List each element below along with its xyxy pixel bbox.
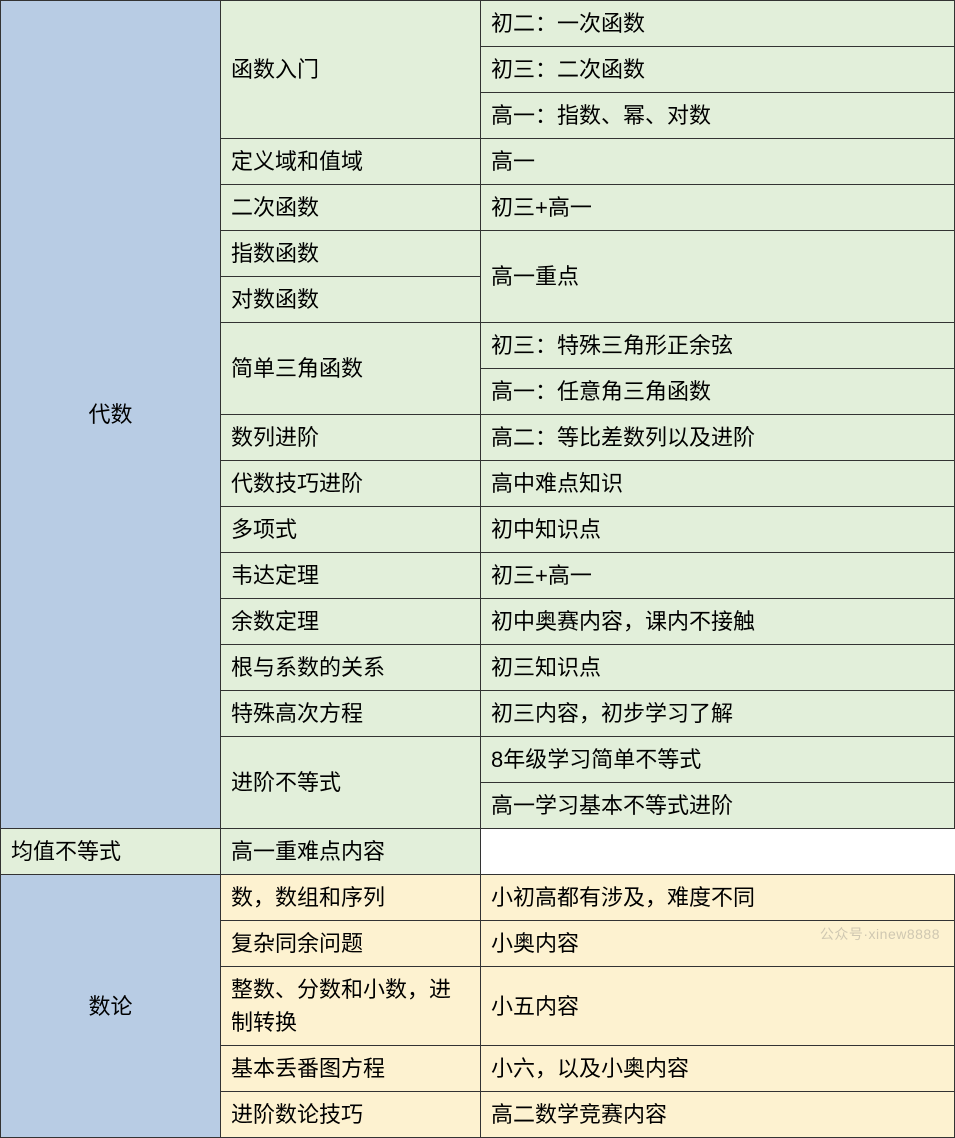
detail-cell: 高一：指数、幂、对数 (481, 93, 955, 139)
topic-cell: 韦达定理 (221, 553, 481, 599)
topic-cell: 进阶不等式 (221, 737, 481, 829)
topic-cell: 函数入门 (221, 1, 481, 139)
detail-cell: 高一学习基本不等式进阶 (481, 783, 955, 829)
topic-cell: 二次函数 (221, 185, 481, 231)
detail-cell: 高中难点知识 (481, 461, 955, 507)
detail-cell: 小六，以及小奥内容 (481, 1046, 955, 1092)
detail-cell: 高二：等比差数列以及进阶 (481, 415, 955, 461)
detail-cell: 初三+高一 (481, 553, 955, 599)
curriculum-table: 代数 函数入门 初二：一次函数 初三：二次函数 高一：指数、幂、对数 定义域和值… (0, 0, 955, 1138)
topic-cell: 对数函数 (221, 277, 481, 323)
topic-cell: 整数、分数和小数，进制转换 (221, 967, 481, 1046)
topic-cell: 复杂同余问题 (221, 921, 481, 967)
detail-cell: 高一重难点内容 (221, 829, 481, 875)
topic-cell: 数，数组和序列 (221, 875, 481, 921)
detail-cell: 初中知识点 (481, 507, 955, 553)
category-algebra: 代数 (1, 1, 221, 829)
topic-cell: 多项式 (221, 507, 481, 553)
detail-cell: 小初高都有涉及，难度不同 (481, 875, 955, 921)
detail-cell: 高一重点 (481, 231, 955, 323)
topic-cell: 代数技巧进阶 (221, 461, 481, 507)
topic-cell: 定义域和值域 (221, 139, 481, 185)
detail-cell: 小五内容 (481, 967, 955, 1046)
detail-cell: 初三：二次函数 (481, 47, 955, 93)
detail-cell: 高一：任意角三角函数 (481, 369, 955, 415)
detail-cell: 高一 (481, 139, 955, 185)
detail-cell: 初中奥赛内容，课内不接触 (481, 599, 955, 645)
topic-cell: 根与系数的关系 (221, 645, 481, 691)
detail-cell: 初三+高一 (481, 185, 955, 231)
topic-cell: 指数函数 (221, 231, 481, 277)
detail-cell: 小奥内容 (481, 921, 955, 967)
topic-cell: 简单三角函数 (221, 323, 481, 415)
detail-cell: 初三知识点 (481, 645, 955, 691)
topic-cell: 进阶数论技巧 (221, 1092, 481, 1138)
category-number-theory: 数论 (1, 875, 221, 1138)
topic-cell: 基本丢番图方程 (221, 1046, 481, 1092)
topic-cell: 特殊高次方程 (221, 691, 481, 737)
topic-cell: 均值不等式 (1, 829, 221, 875)
detail-cell: 8年级学习简单不等式 (481, 737, 955, 783)
detail-cell: 初三内容，初步学习了解 (481, 691, 955, 737)
detail-cell: 高二数学竞赛内容 (481, 1092, 955, 1138)
topic-cell: 数列进阶 (221, 415, 481, 461)
topic-cell: 余数定理 (221, 599, 481, 645)
detail-cell: 初二：一次函数 (481, 1, 955, 47)
detail-cell: 初三：特殊三角形正余弦 (481, 323, 955, 369)
